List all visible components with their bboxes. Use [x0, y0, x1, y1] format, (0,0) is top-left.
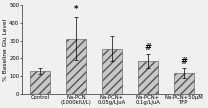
Text: *: *: [74, 5, 78, 14]
Text: #: #: [181, 57, 187, 66]
Bar: [66, 39, 86, 94]
Bar: [174, 73, 194, 94]
Y-axis label: % Baseline Glu Level: % Baseline Glu Level: [3, 18, 8, 81]
Bar: [138, 61, 158, 94]
Bar: [102, 49, 122, 94]
Bar: [30, 71, 50, 94]
Text: #: #: [145, 43, 151, 52]
